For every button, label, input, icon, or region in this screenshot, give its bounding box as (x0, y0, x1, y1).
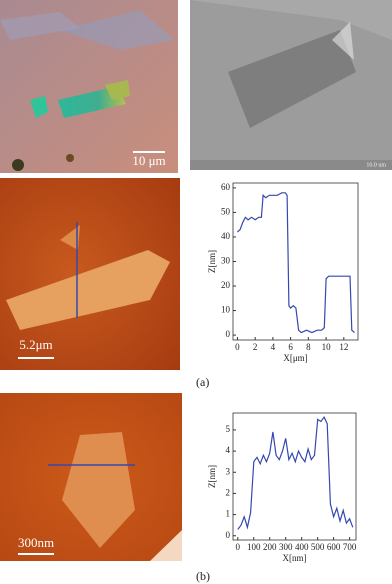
y-axis-label: Z[nm] (207, 250, 217, 273)
x-tick-label: 6 (288, 342, 293, 352)
y-tick-label: 2 (226, 487, 231, 497)
y-tick-label: 1 (226, 509, 231, 519)
y-tick-label: 10 (221, 305, 231, 315)
scale-label: 10.0 um (366, 162, 386, 168)
afm-image: 5.2μm (0, 178, 180, 370)
x-tick-label: 8 (306, 342, 311, 352)
x-tick-label: 2 (253, 342, 258, 352)
x-tick-label: 300 (279, 542, 293, 552)
x-tick-label: 700 (343, 542, 357, 552)
y-tick-label: 5 (226, 424, 231, 434)
scale-label: 5.2μm (19, 337, 52, 352)
x-tick-label: 0 (236, 542, 241, 552)
profile-line (237, 416, 354, 530)
y-tick-label: 20 (221, 280, 231, 290)
plot-frame (232, 412, 357, 541)
y-tick-label: 0 (226, 530, 231, 540)
scale-label: 300nm (18, 535, 54, 550)
y-tick-label: 3 (226, 466, 231, 476)
y-tick-label: 40 (221, 231, 231, 241)
x-tick-label: 100 (247, 542, 261, 552)
plot-frame (232, 182, 359, 341)
x-tick-label: 0 (235, 342, 240, 352)
x-tick-label: 600 (327, 542, 341, 552)
x-axis-label: X[nm] (283, 553, 307, 563)
x-tick-label: 12 (339, 342, 348, 352)
x-tick-label: 400 (295, 542, 309, 552)
y-tick-label: 4 (226, 445, 231, 455)
x-tick-label: 200 (263, 542, 277, 552)
scale-label: 10 μm (132, 153, 165, 168)
afm-image: 300nm (0, 393, 182, 561)
x-tick-label: 4 (271, 342, 276, 352)
x-axis-label: X[μm] (283, 353, 307, 363)
optical-image: 10 μm (0, 0, 178, 173)
y-tick-label: 60 (221, 182, 231, 192)
x-tick-label: 10 (322, 342, 332, 352)
y-tick-label: 30 (221, 256, 231, 266)
x-tick-label: 500 (311, 542, 325, 552)
panel-label: (b) (196, 569, 210, 583)
sem-image: 10.0 um (190, 0, 392, 170)
profile-line (236, 192, 355, 334)
y-axis-label: Z[nm] (207, 465, 217, 488)
y-tick-label: 50 (221, 207, 231, 217)
panel-label: (a) (196, 375, 209, 389)
y-tick-label: 0 (226, 329, 231, 339)
